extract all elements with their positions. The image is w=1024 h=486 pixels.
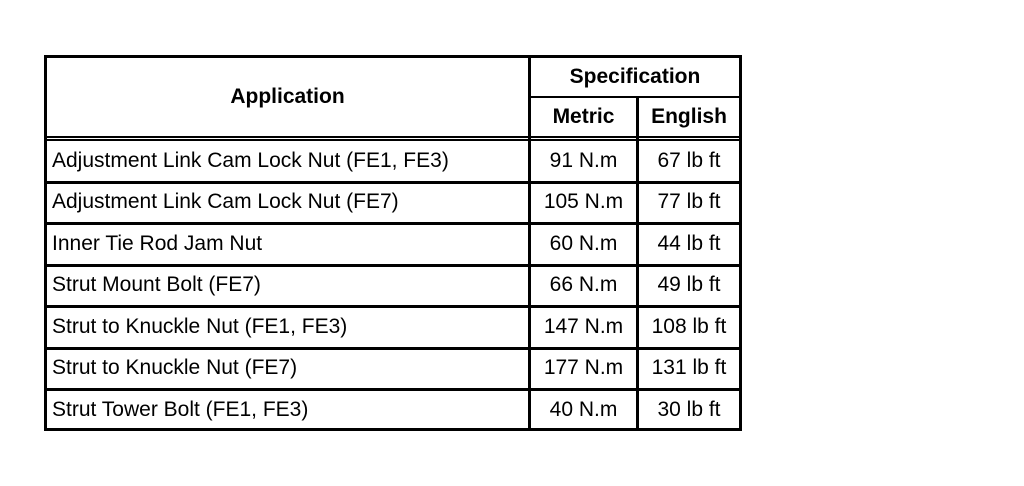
column-divider bbox=[636, 96, 639, 428]
english-cell: 49 lb ft bbox=[657, 273, 721, 297]
application-cell: Inner Tie Rod Jam Nut bbox=[52, 231, 263, 255]
column-divider bbox=[528, 58, 531, 428]
header-english: English bbox=[651, 105, 727, 128]
row-divider bbox=[47, 263, 739, 267]
english-cell: 131 lb ft bbox=[651, 356, 727, 380]
application-cell: Strut to Knuckle Nut (FE7) bbox=[52, 356, 298, 380]
application-cell: Strut to Knuckle Nut (FE1, FE3) bbox=[52, 314, 348, 338]
application-cell: Strut Mount Bolt (FE7) bbox=[52, 273, 261, 297]
english-cell: 77 lb ft bbox=[657, 190, 721, 214]
metric-cell: 177 N.m bbox=[543, 356, 624, 380]
english-cell: 108 lb ft bbox=[651, 314, 727, 338]
header-metric: Metric bbox=[552, 105, 615, 128]
metric-cell: 60 N.m bbox=[549, 231, 618, 255]
row-divider bbox=[47, 388, 739, 391]
header-specification: Specification bbox=[569, 65, 701, 88]
english-cell: 30 lb ft bbox=[657, 397, 721, 421]
row-divider bbox=[47, 180, 739, 184]
header-double-line bbox=[47, 136, 739, 138]
english-cell: 67 lb ft bbox=[657, 148, 721, 172]
torque-spec-table: Application Specification Metric English… bbox=[44, 55, 742, 431]
application-cell: Strut Tower Bolt (FE1, FE3) bbox=[52, 397, 309, 421]
row-divider bbox=[47, 346, 739, 350]
metric-cell: 105 N.m bbox=[543, 190, 624, 214]
metric-cell: 66 N.m bbox=[549, 273, 618, 297]
metric-cell: 40 N.m bbox=[549, 397, 618, 421]
application-cell: Adjustment Link Cam Lock Nut (FE7) bbox=[52, 190, 399, 214]
metric-cell: 91 N.m bbox=[549, 148, 618, 172]
header-double-line bbox=[47, 139, 739, 141]
application-cell: Adjustment Link Cam Lock Nut (FE1, FE3) bbox=[52, 148, 449, 172]
header-application: Application bbox=[230, 85, 345, 108]
row-divider bbox=[47, 305, 739, 308]
row-divider bbox=[531, 96, 739, 98]
english-cell: 44 lb ft bbox=[657, 231, 721, 255]
metric-cell: 147 N.m bbox=[543, 314, 624, 338]
row-divider bbox=[47, 222, 739, 225]
